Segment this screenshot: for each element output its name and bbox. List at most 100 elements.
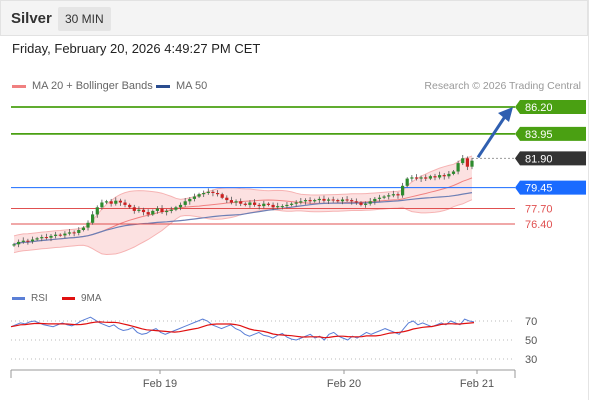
candle-body — [54, 234, 58, 236]
candle-body — [401, 185, 405, 196]
candle-body — [465, 158, 469, 167]
candle-body — [21, 240, 25, 242]
candle-body — [77, 230, 81, 233]
candle-body — [225, 197, 229, 201]
bollinger-band-area — [14, 156, 472, 255]
candle-body — [257, 204, 261, 207]
candle-body — [178, 204, 183, 208]
candle-body — [137, 209, 141, 211]
candle-body — [155, 208, 159, 211]
candle-body — [391, 194, 395, 196]
rsi-tick-1: 50 — [525, 335, 537, 347]
candle-body — [118, 200, 122, 203]
level-tag-1 — [515, 126, 586, 141]
candle-body — [160, 208, 164, 213]
research-credit: Research © 2026 Trading Central — [424, 80, 581, 92]
x-tick-label-2: Feb 21 — [460, 378, 494, 390]
candle-body — [141, 209, 146, 213]
candle-body — [114, 200, 118, 204]
level-tag-2 — [515, 151, 586, 166]
level-label-1: 83.95 — [525, 129, 553, 141]
candle-body — [202, 193, 206, 195]
right-border — [588, 0, 589, 400]
chart-timestamp: Friday, February 20, 2026 4:49:27 PM CET — [12, 41, 261, 56]
candle-body — [146, 212, 150, 215]
candle-body — [100, 202, 104, 208]
candle-body — [382, 196, 386, 198]
candle-body — [183, 201, 187, 205]
candle-body — [359, 202, 363, 205]
candle-body — [322, 198, 326, 201]
candle-body — [58, 234, 62, 236]
candle-body — [451, 171, 456, 174]
level-label-3: 79.45 — [525, 183, 553, 195]
candle-body — [405, 178, 409, 186]
candle-body — [377, 197, 382, 199]
legend-bollinger: MA 20 + Bollinger Bands — [12, 80, 153, 92]
candle-body — [72, 232, 76, 234]
candle-body — [303, 200, 308, 202]
candle-body — [387, 195, 391, 197]
candle-body — [336, 200, 340, 202]
candle-body — [197, 194, 201, 197]
candle-body — [253, 202, 257, 205]
candle-body — [169, 209, 173, 211]
legend-bollinger-label: MA 20 + Bollinger Bands — [32, 80, 153, 92]
candle-body — [290, 203, 294, 205]
candle-body — [17, 241, 21, 245]
forecast-arrow-head — [498, 107, 513, 122]
legend-9ma-label: 9MA — [81, 293, 102, 304]
candle-body — [428, 176, 432, 179]
candle-body — [447, 173, 451, 177]
legend-ma50: MA 50 — [156, 80, 207, 92]
legend-bollinger-swatch — [12, 84, 26, 88]
candle-body — [396, 194, 400, 196]
x-tick-label-0: Feb 19 — [143, 378, 177, 390]
candle-body — [220, 194, 224, 198]
legend-ma50-swatch — [156, 84, 170, 88]
candle-body — [350, 200, 354, 202]
x-tick-label-1: Feb 20 — [327, 378, 361, 390]
level-label-2: 81.90 — [525, 153, 553, 165]
instrument-symbol: Silver — [11, 10, 52, 27]
legend-rsi: RSI — [12, 293, 48, 304]
candle-body — [40, 237, 44, 239]
candle-body — [271, 204, 275, 208]
candle-body — [299, 201, 303, 203]
candle-body — [229, 200, 233, 203]
candle-body — [165, 210, 169, 213]
candle-body — [327, 199, 331, 201]
candle-body — [433, 176, 437, 178]
rsi-line — [10, 316, 475, 341]
candle-body — [91, 214, 95, 223]
legend-rsi-swatch — [12, 296, 25, 300]
legend-9ma-swatch — [62, 296, 75, 300]
level-tag-0 — [515, 100, 586, 114]
candle-body — [104, 201, 109, 203]
candles — [12, 154, 474, 248]
candle-body — [12, 244, 16, 246]
candle-body — [308, 200, 312, 202]
level-label-4: 77.70 — [525, 203, 553, 215]
candle-body — [340, 199, 345, 202]
candle-body — [266, 203, 270, 205]
legend-rsi-label: RSI — [31, 293, 48, 304]
timeframe-button[interactable]: 30 MIN — [58, 7, 111, 31]
rsi-tick-0: 70 — [525, 316, 537, 328]
candle-body — [35, 238, 39, 240]
candle-body — [63, 233, 67, 236]
candle-body — [294, 202, 298, 204]
candle-body — [243, 203, 247, 205]
candle-body — [151, 210, 155, 215]
candle-body — [461, 158, 465, 164]
candle-body — [128, 204, 132, 208]
candle-body — [192, 196, 196, 199]
ma50-line — [13, 192, 473, 245]
candle-body — [49, 235, 53, 238]
candle-body — [410, 177, 414, 179]
candle-body — [95, 207, 99, 215]
level-label-0: 86.20 — [525, 102, 553, 114]
bollinger-upper-line — [13, 155, 473, 237]
candle-body — [456, 163, 460, 172]
